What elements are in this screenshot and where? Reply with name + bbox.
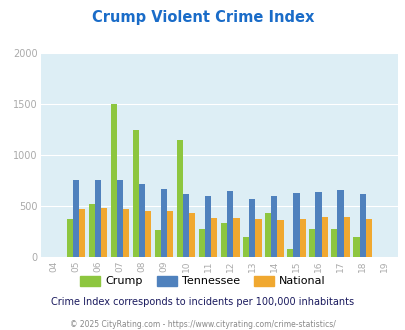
Bar <box>189 213 195 257</box>
Bar <box>167 212 173 257</box>
Bar <box>264 214 271 257</box>
Bar <box>358 194 365 257</box>
Bar <box>365 219 371 257</box>
Text: © 2025 CityRating.com - https://www.cityrating.com/crime-statistics/: © 2025 CityRating.com - https://www.city… <box>70 319 335 329</box>
Bar <box>117 180 123 257</box>
Bar <box>132 130 139 257</box>
Bar <box>154 230 161 257</box>
Bar <box>79 209 85 257</box>
Bar <box>123 209 129 257</box>
Bar <box>321 217 327 257</box>
Bar <box>293 193 299 257</box>
Bar <box>66 218 72 257</box>
Bar <box>88 204 95 257</box>
Bar <box>337 190 343 257</box>
Bar <box>277 220 283 257</box>
Bar <box>309 229 315 257</box>
Bar <box>330 229 337 257</box>
Bar <box>315 192 321 257</box>
Bar <box>227 191 233 257</box>
Bar <box>111 104 117 257</box>
Text: Crump Violent Crime Index: Crump Violent Crime Index <box>92 10 313 25</box>
Bar <box>161 189 167 257</box>
Bar <box>101 208 107 257</box>
Bar <box>205 195 211 257</box>
Bar <box>95 180 101 257</box>
Bar <box>255 219 261 257</box>
Bar <box>72 180 79 257</box>
Bar <box>211 218 217 257</box>
Bar <box>139 184 145 257</box>
Bar <box>198 229 205 257</box>
Bar <box>177 140 183 257</box>
Bar <box>352 238 358 257</box>
Bar <box>233 217 239 257</box>
Bar <box>183 194 189 257</box>
Bar <box>249 199 255 257</box>
Bar <box>243 237 249 257</box>
Bar <box>220 223 227 257</box>
Bar <box>286 249 293 257</box>
Text: Crime Index corresponds to incidents per 100,000 inhabitants: Crime Index corresponds to incidents per… <box>51 297 354 307</box>
Bar <box>145 211 151 257</box>
Legend: Crump, Tennessee, National: Crump, Tennessee, National <box>76 271 329 291</box>
Bar <box>299 219 305 257</box>
Bar <box>271 195 277 257</box>
Bar <box>343 217 349 257</box>
